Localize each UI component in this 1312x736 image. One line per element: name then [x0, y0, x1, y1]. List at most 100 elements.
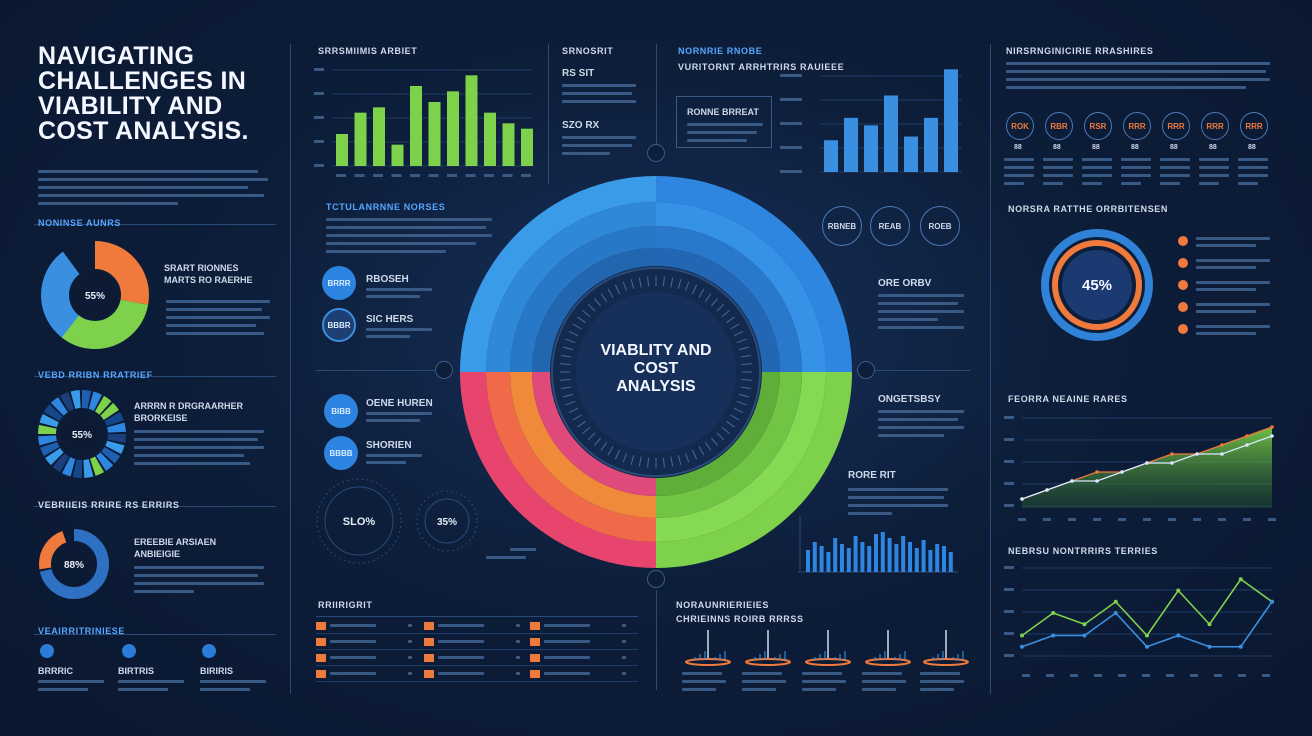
y-tick: [314, 140, 324, 143]
bar: [928, 550, 933, 572]
data-point: [1095, 470, 1099, 474]
icon-circle: RSR: [1084, 112, 1112, 140]
divider: [34, 506, 276, 507]
donut-segment: [107, 434, 126, 444]
wheel-segment: [460, 372, 656, 568]
bar: [824, 140, 838, 172]
row-marker: [530, 622, 540, 630]
x-tick: [391, 174, 402, 177]
y-tick: [780, 170, 802, 173]
wheel-segment: [532, 372, 656, 496]
bar: [874, 534, 878, 572]
line-chart-1: [1004, 416, 1276, 521]
icon-circle: REAB: [870, 206, 910, 246]
row-marker: [530, 654, 540, 662]
bar: [428, 102, 441, 166]
data-point: [1095, 479, 1099, 483]
data-point: [1113, 599, 1118, 604]
data-point: [1145, 633, 1149, 638]
item-label: RBOSEH: [366, 274, 409, 285]
bar: [819, 546, 824, 572]
x-tick: [1218, 518, 1226, 521]
donut-segment: [96, 452, 114, 471]
row-marker: [424, 622, 434, 630]
section-heading: NORSRA RATTHE ORRBITENSEN: [1008, 204, 1169, 214]
text-label: RORE RIT: [848, 470, 896, 481]
legend-dot: [1178, 258, 1188, 268]
target-gauge: 45%: [1041, 229, 1153, 341]
svg-text:ANALYSIS: ANALYSIS: [616, 378, 696, 395]
divider: [656, 44, 657, 144]
x-tick: [1238, 674, 1246, 677]
chart-heading: NEBRSU NONTRRIRS TERRIES: [1008, 546, 1158, 556]
divider: [548, 44, 549, 184]
icon-circle: RRR: [1162, 112, 1190, 140]
icon-caption: 88: [1209, 144, 1217, 151]
pulse-icon: [745, 630, 791, 666]
bar: [904, 136, 918, 172]
icon-caption: 88: [1092, 144, 1100, 151]
data-point: [1207, 622, 1212, 627]
x-tick: [410, 174, 420, 177]
bar: [812, 542, 817, 572]
y-tick: [1004, 632, 1014, 635]
wheel-segment: [656, 226, 802, 372]
x-tick: [1094, 674, 1102, 677]
x-tick: [1268, 518, 1276, 521]
bar: [901, 536, 906, 572]
bar: [944, 69, 958, 172]
x-tick: [484, 174, 494, 177]
row-marker: [316, 638, 326, 646]
y-tick: [314, 68, 324, 71]
x-tick: [1142, 674, 1150, 677]
wheel-segment: [656, 202, 826, 372]
donut-chart-2: 55%: [38, 390, 126, 478]
item-icon: BBBR: [322, 308, 356, 342]
data-point: [1170, 452, 1174, 456]
item-label: OENE HUREN: [366, 398, 433, 409]
row-marker: [424, 638, 434, 646]
item-icon: BBBB: [324, 436, 358, 470]
bar: [908, 542, 912, 572]
info-box: RONNE BRREAT: [676, 96, 772, 148]
data-point: [1245, 443, 1249, 447]
icon-circle: RRR: [1240, 112, 1268, 140]
bar: [914, 548, 919, 572]
table-heading: RRIIRIGRIT: [318, 600, 373, 610]
data-point: [1070, 479, 1074, 483]
donut-value: 55%: [85, 291, 105, 302]
wheel-segment: [656, 372, 802, 518]
bar: [860, 542, 865, 572]
dot-icon: [122, 644, 136, 658]
bar: [844, 117, 858, 172]
donut-segment: [104, 412, 124, 426]
donut-segment: [105, 440, 125, 454]
y-tick: [1004, 588, 1014, 591]
donut-segment: [43, 404, 63, 421]
bar: [391, 144, 404, 166]
x-tick: [1018, 518, 1026, 521]
x-tick: [1262, 674, 1270, 677]
item-icon: BIBB: [324, 394, 358, 428]
svg-text:45%: 45%: [1082, 277, 1112, 294]
section-heading: VEAIRRITRINIESE: [38, 626, 126, 636]
x-tick: [1168, 518, 1176, 521]
bar: [894, 544, 899, 572]
bar: [935, 544, 940, 572]
data-point: [1270, 425, 1274, 429]
row-marker: [530, 670, 540, 678]
y-tick: [314, 116, 324, 119]
series-line: [1021, 601, 1273, 648]
x-tick: [1022, 674, 1030, 677]
y-tick: [314, 164, 324, 167]
data-point: [1220, 452, 1224, 456]
x-tick: [1070, 674, 1078, 677]
pulse-icon: [805, 630, 851, 666]
bar: [336, 134, 348, 166]
y-tick: [1004, 460, 1014, 463]
data-point: [1082, 622, 1087, 627]
y-tick: [780, 74, 802, 77]
divider: [316, 370, 446, 371]
donut-segment: [100, 402, 119, 420]
x-tick: [1068, 518, 1076, 521]
